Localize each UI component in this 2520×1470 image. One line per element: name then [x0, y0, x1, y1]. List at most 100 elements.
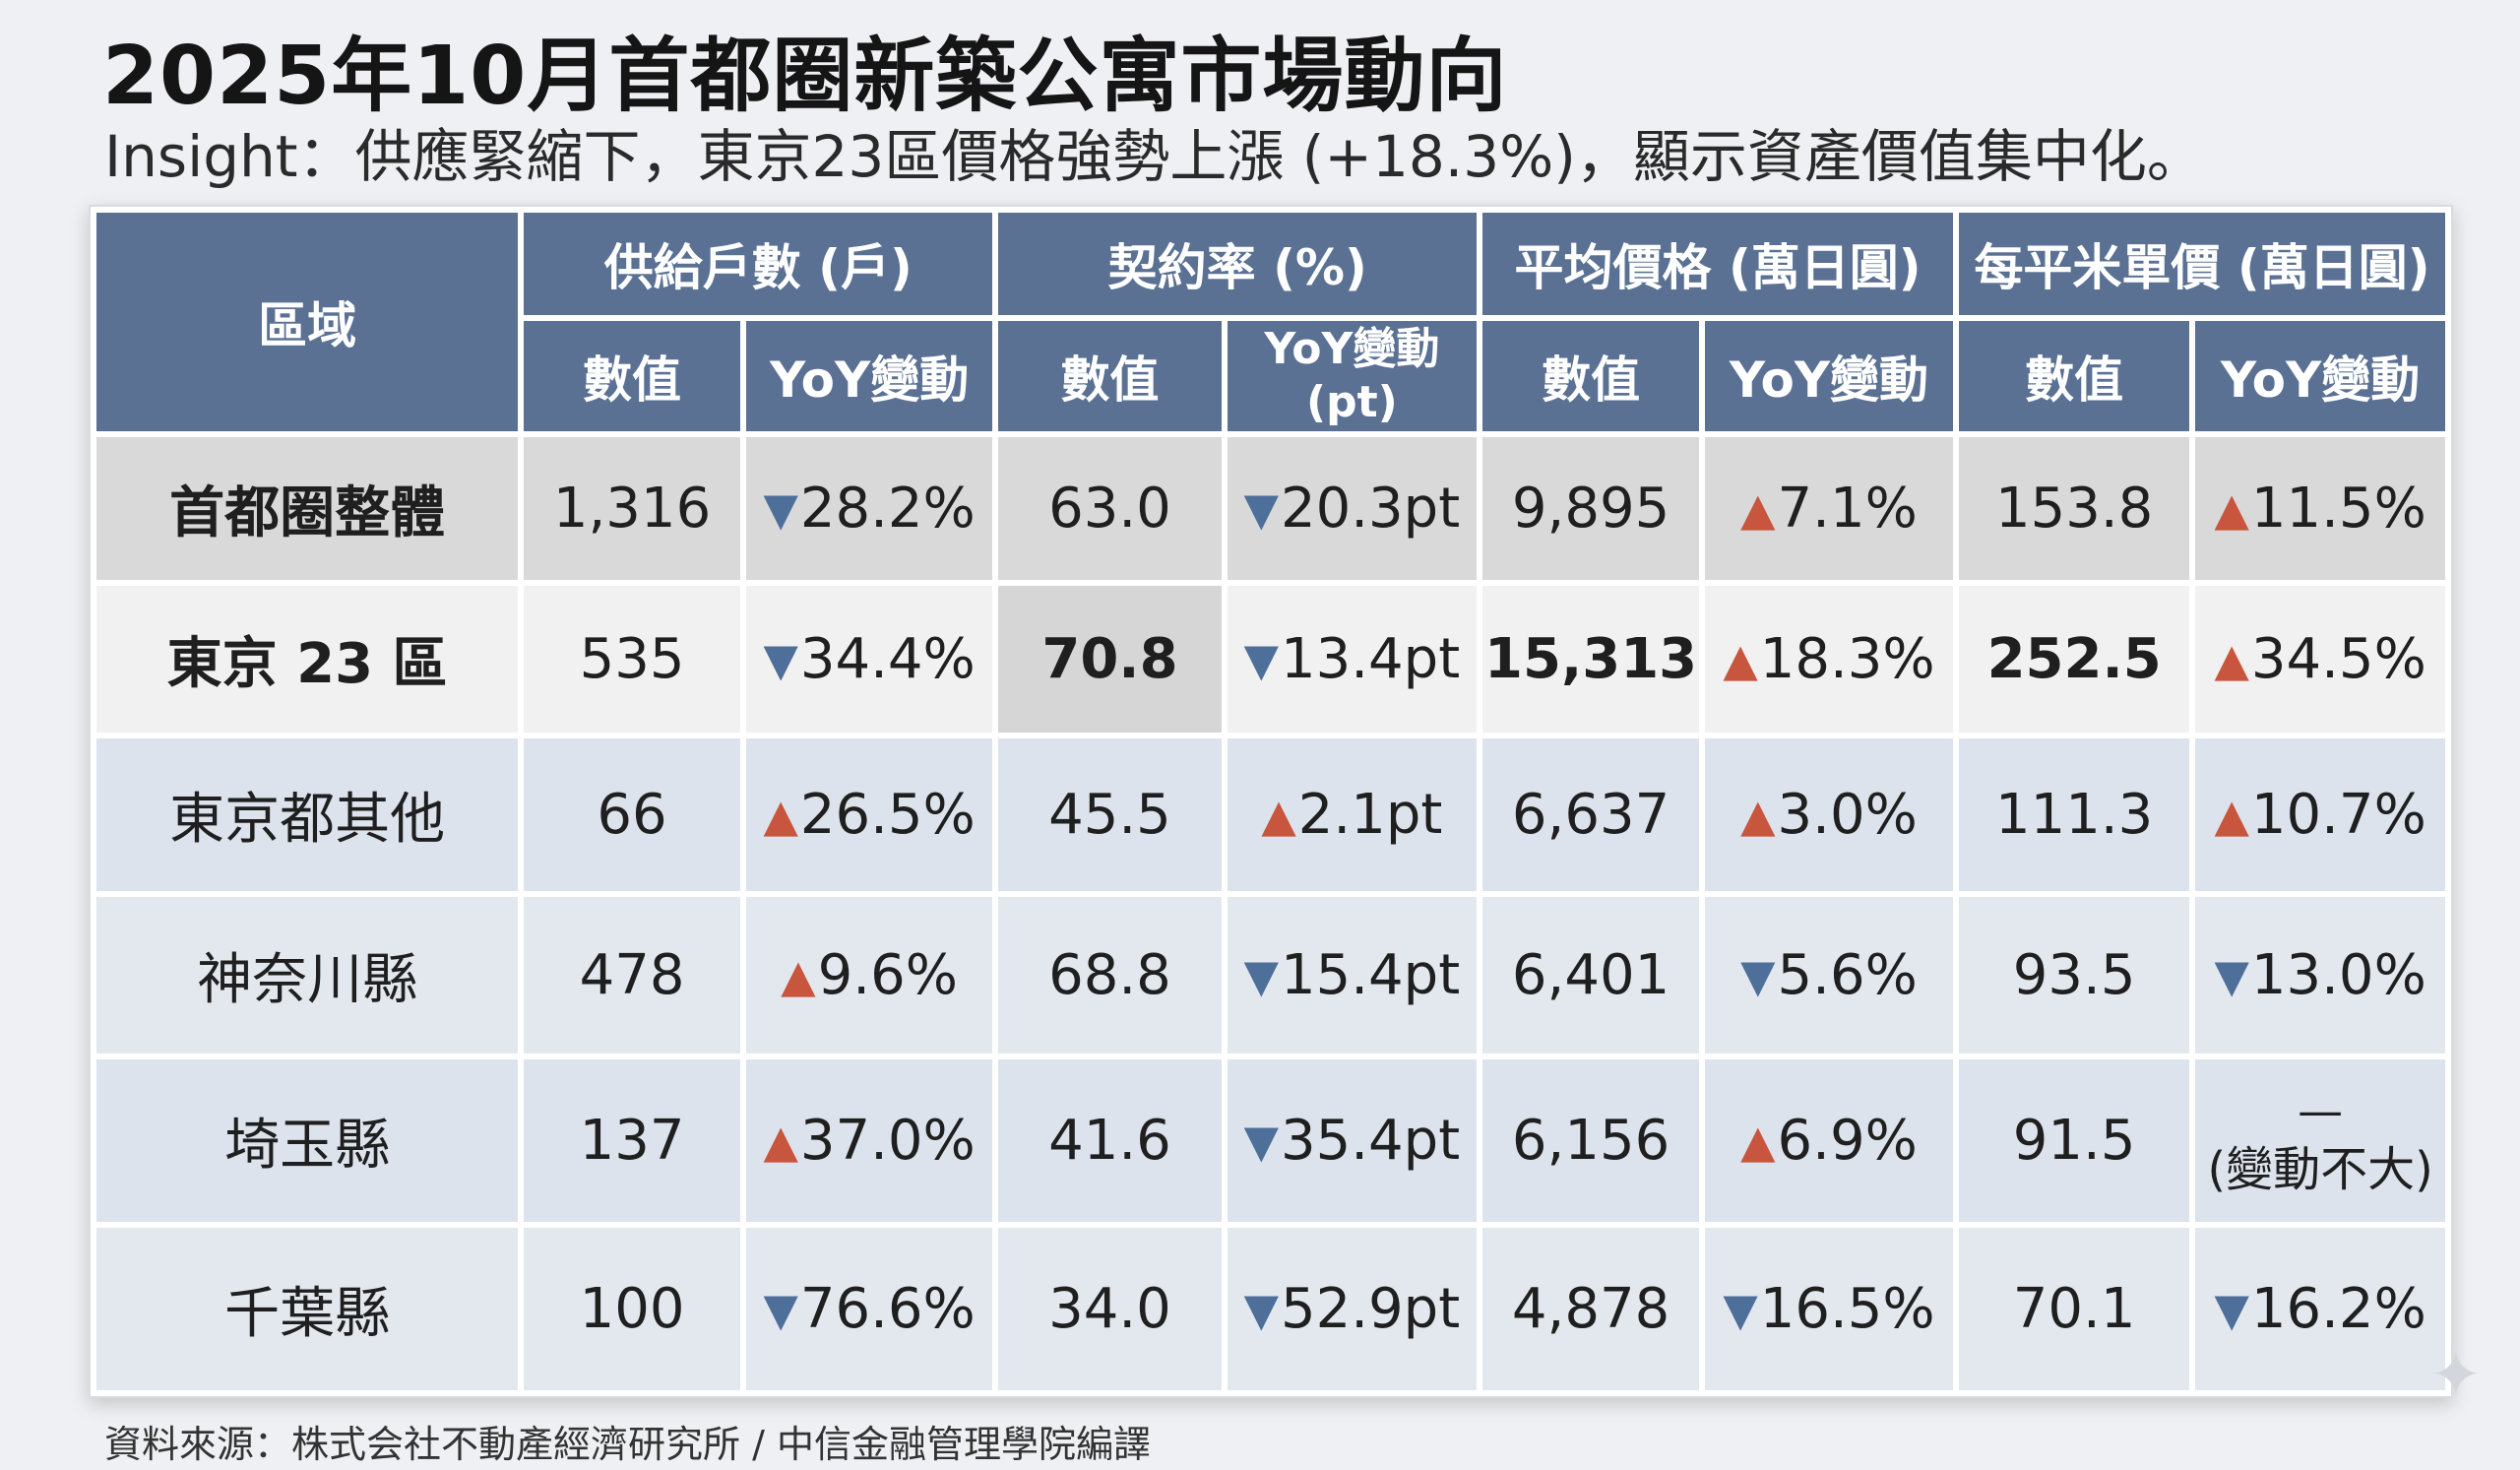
yoy-text: 52.9pt [1280, 1276, 1461, 1341]
supply-yoy-cell: ▼34.4% [745, 585, 993, 733]
price-yoy-cell: ▲3.0% [1704, 737, 1953, 891]
subheader-yoy: YoY變動 [745, 321, 993, 431]
down-triangle-icon: ▼ [763, 481, 798, 536]
yoy-text: 3.0% [1777, 782, 1918, 847]
price-value-cell: 6,156 [1482, 1058, 1699, 1222]
table-row: 千葉縣 100 ▼76.6% 34.0 ▼52.9pt 4,878 ▼16.5%… [96, 1227, 2445, 1390]
no-change-note: (變動不大) [2207, 1142, 2433, 1198]
area-cell: 首都圈整體 [96, 437, 519, 580]
contract-value-cell: 34.0 [998, 1227, 1222, 1390]
contract-value-cell: 41.6 [998, 1058, 1222, 1222]
source-note: 資料來源：株式会社不動產經濟研究所 / 中信金融管理學院編譯 [104, 1423, 1151, 1466]
no-change-dash: — [2298, 1084, 2344, 1138]
unit-value-cell: 252.5 [1959, 585, 2190, 733]
subheader-yoy-pt: YoY變動 (pt) [1227, 321, 1478, 431]
down-triangle-icon: ▼ [1243, 948, 1279, 1002]
yoy-text: 37.0% [799, 1108, 976, 1173]
subheader-yoy-pt-unit: (pt) [1306, 377, 1398, 427]
yoy-text: 28.2% [799, 476, 976, 541]
area-cell: 東京都其他 [96, 737, 519, 891]
header-avg-price: 平均價格 (萬日圓) [1482, 213, 1953, 315]
area-cell: 神奈川縣 [96, 896, 519, 1054]
unit-yoy-cell: ▼16.2% [2195, 1227, 2445, 1390]
unit-value-cell: 93.5 [1959, 896, 2190, 1054]
subheader-yoy-pt-label: YoY變動 [1264, 324, 1440, 374]
unit-yoy-cell: ▼13.0% [2195, 896, 2445, 1054]
price-yoy-cell: ▲18.3% [1704, 585, 1953, 733]
unit-value-cell: 153.8 [1959, 437, 2190, 580]
supply-yoy-cell: ▲9.6% [745, 896, 993, 1054]
supply-value-cell: 1,316 [524, 437, 740, 580]
page-title: 2025年10月首都圈新築公寓市場動向 [102, 30, 1508, 123]
contract-yoy-cell: ▼20.3pt [1227, 437, 1478, 580]
table-row: 首都圈整體 1,316 ▼28.2% 63.0 ▼20.3pt 9,895 ▲7… [96, 437, 2445, 580]
supply-yoy-cell: ▲26.5% [745, 737, 993, 891]
down-triangle-icon: ▼ [1243, 1114, 1279, 1168]
up-triangle-icon: ▲ [1740, 1114, 1776, 1168]
price-yoy-cell: ▼16.5% [1704, 1227, 1953, 1390]
subheader-yoy: YoY變動 [2195, 321, 2445, 431]
supply-value-cell: 137 [524, 1058, 740, 1222]
up-triangle-icon: ▲ [2214, 788, 2249, 842]
unit-yoy-cell: ▲34.5% [2195, 585, 2445, 733]
yoy-text: 34.4% [799, 626, 976, 691]
yoy-text: 10.7% [2250, 782, 2426, 847]
supply-value-cell: 535 [524, 585, 740, 733]
price-yoy-cell: ▼5.6% [1704, 896, 1953, 1054]
down-triangle-icon: ▼ [1740, 948, 1776, 1002]
price-yoy-cell: ▲7.1% [1704, 437, 1953, 580]
yoy-text: 11.5% [2250, 476, 2426, 541]
up-triangle-icon: ▲ [1740, 788, 1776, 842]
down-triangle-icon: ▼ [1723, 1282, 1758, 1336]
area-cell: 東京 23 區 [96, 585, 519, 733]
yoy-text: 13.0% [2250, 942, 2426, 1007]
up-triangle-icon: ▲ [2214, 481, 2249, 536]
price-value-cell: 9,895 [1482, 437, 1699, 580]
contract-yoy-cell: ▼15.4pt [1227, 896, 1478, 1054]
down-triangle-icon: ▼ [1243, 1282, 1279, 1336]
contract-value-cell-highlight: 70.8 [998, 585, 1222, 733]
yoy-text: 9.6% [817, 942, 958, 1007]
supply-yoy-cell: ▼76.6% [745, 1227, 993, 1390]
yoy-text: 35.4pt [1280, 1108, 1461, 1173]
unit-value-cell: 91.5 [1959, 1058, 2190, 1222]
yoy-text: 16.5% [1759, 1276, 1935, 1341]
down-triangle-icon: ▼ [763, 632, 798, 686]
yoy-text: 2.1pt [1297, 782, 1443, 847]
header-area: 區域 [96, 213, 519, 431]
unit-value-cell: 70.1 [1959, 1227, 2190, 1390]
yoy-text: 20.3pt [1280, 476, 1461, 541]
header-supply: 供給戶數 (戶) [524, 213, 993, 315]
yoy-text: 16.2% [2250, 1276, 2426, 1341]
contract-value-cell: 68.8 [998, 896, 1222, 1054]
down-triangle-icon: ▼ [1243, 481, 1279, 536]
up-triangle-icon: ▲ [2214, 632, 2249, 686]
unit-value-cell: 111.3 [1959, 737, 2190, 891]
unit-yoy-cell: ▲10.7% [2195, 737, 2445, 891]
contract-yoy-cell: ▼52.9pt [1227, 1227, 1478, 1390]
up-triangle-icon: ▲ [1723, 632, 1758, 686]
down-triangle-icon: ▼ [763, 1282, 798, 1336]
area-cell: 千葉縣 [96, 1227, 519, 1390]
yoy-text: 5.6% [1777, 942, 1918, 1007]
table-row: 東京都其他 66 ▲26.5% 45.5 ▲2.1pt 6,637 ▲3.0% … [96, 737, 2445, 891]
down-triangle-icon: ▼ [2214, 948, 2249, 1002]
subheader-yoy: YoY變動 [1704, 321, 1953, 431]
down-triangle-icon: ▼ [1243, 632, 1279, 686]
header-contract-rate: 契約率 (%) [998, 213, 1478, 315]
unit-yoy-cell: ▲11.5% [2195, 437, 2445, 580]
yoy-text: 6.9% [1777, 1108, 1918, 1173]
up-triangle-icon: ▲ [1740, 481, 1776, 536]
yoy-text: 7.1% [1777, 476, 1918, 541]
market-table: 區域 供給戶數 (戶) 契約率 (%) 平均價格 (萬日圓) 每平米單價 (萬日… [91, 207, 2451, 1396]
down-triangle-icon: ▼ [2214, 1282, 2249, 1336]
table-row: 東京 23 區 535 ▼34.4% 70.8 ▼13.4pt 15,313 ▲… [96, 585, 2445, 733]
supply-value-cell: 100 [524, 1227, 740, 1390]
subheader-value: 數值 [998, 321, 1222, 431]
subheader-value: 數值 [1959, 321, 2190, 431]
subheader-value: 數值 [524, 321, 740, 431]
table-row: 神奈川縣 478 ▲9.6% 68.8 ▼15.4pt 6,401 ▼5.6% … [96, 896, 2445, 1054]
supply-yoy-cell: ▲37.0% [745, 1058, 993, 1222]
table-row: 埼玉縣 137 ▲37.0% 41.6 ▼35.4pt 6,156 ▲6.9% … [96, 1058, 2445, 1222]
supply-value-cell: 478 [524, 896, 740, 1054]
